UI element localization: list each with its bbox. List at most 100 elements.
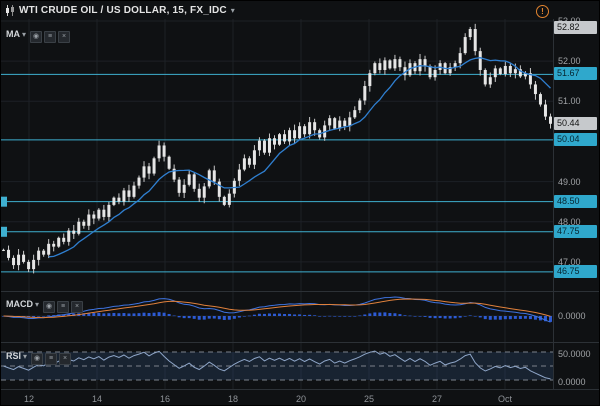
candle-body bbox=[202, 186, 206, 198]
candle-body bbox=[142, 166, 146, 178]
candle-body bbox=[423, 59, 427, 66]
candle-body bbox=[82, 221, 86, 226]
macd-bar bbox=[132, 313, 136, 316]
candle-body bbox=[523, 73, 527, 77]
macd-bar bbox=[418, 316, 422, 317]
candle-body bbox=[368, 73, 372, 87]
candle-body bbox=[267, 138, 271, 153]
time-axis-label: Oct bbox=[497, 394, 513, 404]
candle-body bbox=[207, 170, 211, 187]
candle-body bbox=[182, 184, 186, 193]
price-axis-border bbox=[553, 19, 554, 389]
settings-icon[interactable]: ≡ bbox=[44, 31, 57, 43]
candle-body bbox=[12, 257, 16, 266]
close-icon[interactable]: × bbox=[59, 353, 72, 365]
macd-line bbox=[3, 296, 551, 323]
eye-icon[interactable]: ◉ bbox=[30, 31, 43, 43]
candle-body bbox=[343, 120, 347, 127]
macd-bar bbox=[388, 313, 392, 316]
settings-icon[interactable]: ≡ bbox=[57, 301, 70, 313]
candle-body bbox=[398, 59, 402, 68]
chevron-down-icon: ▾ bbox=[230, 5, 235, 15]
candle-body bbox=[433, 69, 437, 78]
candle-body bbox=[278, 134, 282, 145]
settings-icon[interactable]: ≡ bbox=[45, 353, 58, 365]
price-tag: 48.50 bbox=[554, 194, 597, 208]
candle-body bbox=[478, 51, 482, 70]
eye-icon[interactable]: ◉ bbox=[43, 301, 56, 313]
candle-body bbox=[383, 60, 387, 70]
candle-body bbox=[473, 29, 477, 52]
candle-body bbox=[27, 261, 31, 270]
macd-indicator-legend[interactable]: MACD ▾ ◉ ≡ × bbox=[6, 295, 84, 313]
macd-bar bbox=[52, 315, 56, 316]
macd-legend-label[interactable]: MACD bbox=[6, 299, 33, 309]
macd-bar bbox=[102, 313, 106, 316]
price-tag: 50.44 bbox=[554, 116, 597, 130]
close-icon[interactable]: × bbox=[71, 301, 84, 313]
candle-body bbox=[483, 69, 487, 85]
macd-bar bbox=[298, 314, 302, 316]
macd-bar bbox=[473, 315, 477, 317]
macd-bar bbox=[137, 313, 141, 316]
chevron-down-icon: ▾ bbox=[35, 299, 40, 309]
candle-body bbox=[458, 53, 462, 64]
candle-body bbox=[528, 73, 532, 85]
time-axis-label: 27 bbox=[431, 394, 443, 404]
ma-indicator-legend[interactable]: MA ▾ ◉ ≡ × bbox=[6, 25, 71, 43]
macd-bar bbox=[278, 313, 282, 316]
macd-bar bbox=[308, 314, 312, 316]
pane-divider-macd-rsi[interactable] bbox=[1, 342, 599, 343]
macd-bar bbox=[513, 316, 517, 319]
price-level-lines[interactable] bbox=[1, 73, 553, 273]
macd-bar bbox=[438, 316, 442, 319]
macd-bar bbox=[478, 316, 482, 318]
macd-bar bbox=[428, 316, 432, 318]
rsi-legend-label[interactable]: RSI bbox=[6, 351, 22, 361]
macd-bar bbox=[508, 316, 512, 320]
macd-signal-line bbox=[3, 298, 551, 319]
candle-body bbox=[242, 158, 246, 170]
candle-body bbox=[147, 166, 151, 174]
candle-body bbox=[333, 118, 337, 129]
rsi-indicator-legend[interactable]: RSI ▾ ◉ ≡ × bbox=[6, 347, 72, 365]
macd-bar bbox=[328, 315, 332, 317]
macd-bar bbox=[373, 312, 377, 316]
macd-bar bbox=[222, 316, 226, 320]
candle-body bbox=[102, 209, 106, 217]
price-tag: 52.82 bbox=[554, 21, 597, 35]
candle-body bbox=[257, 140, 261, 151]
candle-body bbox=[37, 250, 41, 260]
pane-divider-rsi-timeaxis bbox=[1, 389, 599, 390]
candle-body bbox=[167, 156, 171, 169]
candle-body bbox=[358, 100, 362, 111]
candle-body bbox=[373, 63, 377, 74]
alert-icon[interactable]: ! bbox=[536, 5, 549, 18]
candle-body bbox=[72, 230, 76, 234]
time-axis-label: 14 bbox=[91, 394, 103, 404]
pane-divider-price-macd[interactable] bbox=[1, 291, 599, 292]
macd-bar bbox=[257, 313, 261, 316]
candle-body bbox=[493, 68, 497, 78]
ma-legend-label[interactable]: MA bbox=[6, 29, 20, 39]
candle-body bbox=[57, 237, 61, 247]
macd-bar bbox=[453, 316, 457, 319]
symbol-title[interactable]: WTI CRUDE OIL / US DOLLAR, 15, FX_IDC bbox=[19, 4, 227, 16]
candle-body bbox=[67, 230, 71, 242]
candle-body bbox=[338, 120, 342, 129]
candlestick-chart-icon bbox=[5, 4, 15, 16]
candle-body bbox=[298, 126, 302, 139]
close-icon[interactable]: × bbox=[58, 31, 71, 43]
macd-bar bbox=[318, 316, 322, 317]
macd-bar bbox=[262, 313, 266, 316]
macd-bar bbox=[363, 314, 367, 316]
candle-body bbox=[212, 170, 216, 182]
macd-bar bbox=[378, 312, 382, 316]
macd-bar bbox=[283, 314, 287, 316]
candle-body bbox=[137, 177, 141, 186]
candle-body bbox=[97, 209, 101, 219]
price-tag: 46.75 bbox=[554, 264, 597, 278]
eye-icon[interactable]: ◉ bbox=[31, 353, 44, 365]
candle-body bbox=[172, 168, 176, 180]
